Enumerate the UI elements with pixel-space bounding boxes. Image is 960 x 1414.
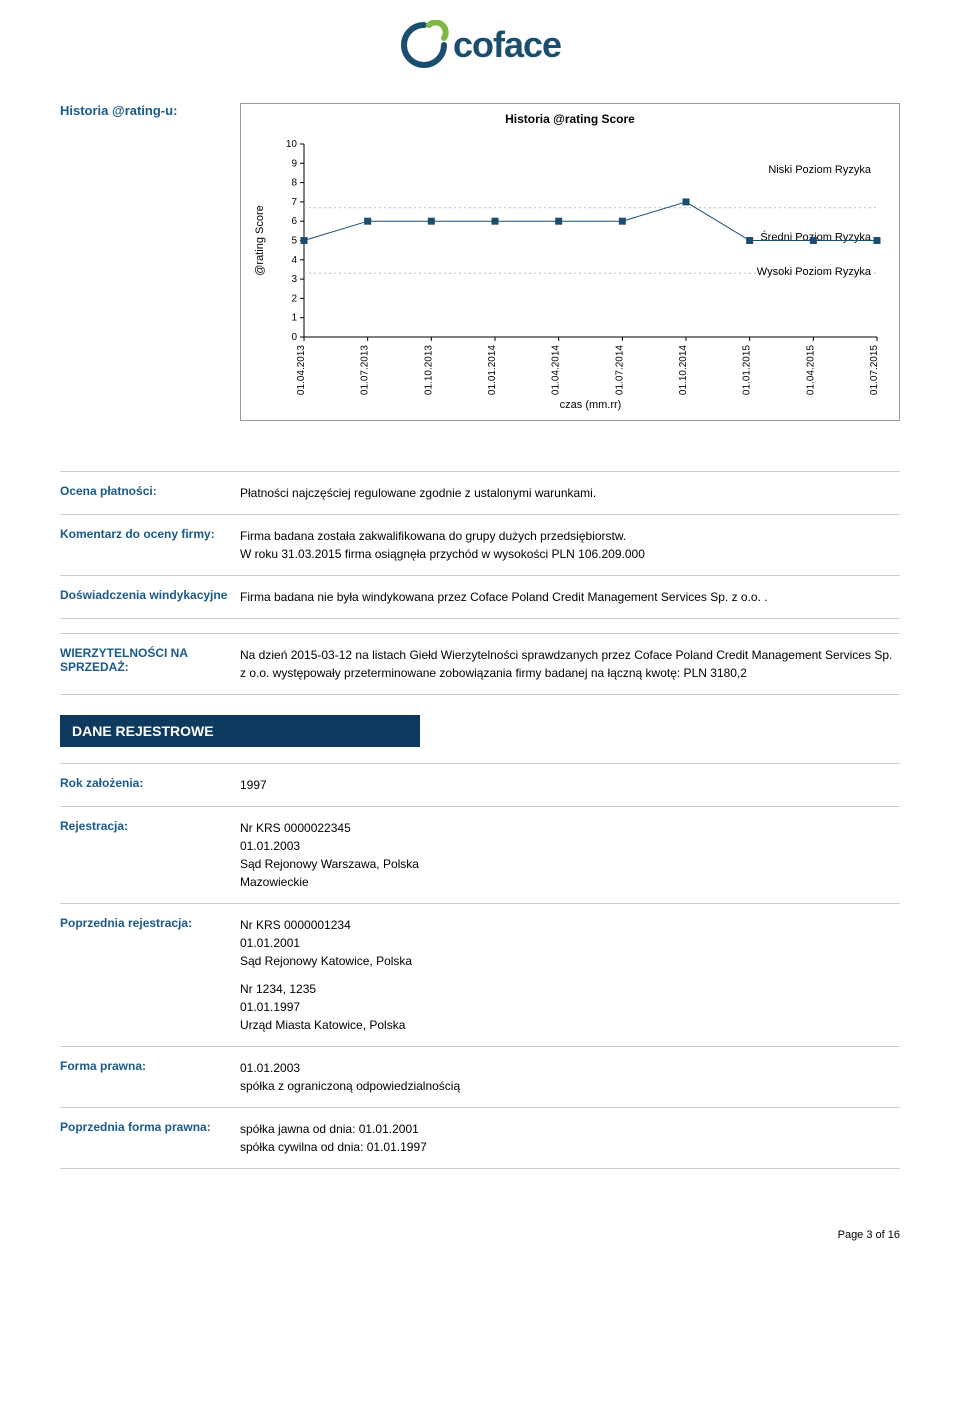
value-prev-legal-form: spółka jawna od dnia: 01.01.2001 spółka … bbox=[240, 1120, 900, 1156]
label-founded: Rok założenia: bbox=[60, 776, 240, 794]
row-receivables: WIERZYTELNOŚCI NA SPRZEDAŻ: Na dzień 201… bbox=[60, 633, 900, 694]
reg-line2: 01.01.2003 bbox=[240, 837, 900, 855]
svg-text:01.04.2014: 01.04.2014 bbox=[551, 345, 562, 395]
value-receivables: Na dzień 2015-03-12 na listach Giełd Wie… bbox=[240, 646, 900, 682]
svg-text:5: 5 bbox=[291, 236, 297, 247]
label-legal-form: Forma prawna: bbox=[60, 1059, 240, 1095]
history-section: Historia @rating-u: Historia @rating Sco… bbox=[60, 103, 900, 451]
label-registration: Rejestracja: bbox=[60, 819, 240, 891]
svg-text:4: 4 bbox=[291, 255, 297, 266]
value-prev-registration: Nr KRS 0000001234 01.01.2001 Sąd Rejonow… bbox=[240, 916, 900, 1034]
label-debt: Doświadczenia windykacyjne bbox=[60, 588, 240, 606]
logo: coface bbox=[60, 20, 900, 73]
svg-text:czas (mm.rr): czas (mm.rr) bbox=[560, 399, 622, 411]
lf-line2: spółka z ograniczoną odpowiedzialnością bbox=[240, 1077, 900, 1095]
row-payment: Ocena płatności: Płatności najczęściej r… bbox=[60, 471, 900, 514]
svg-text:01.04.2013: 01.04.2013 bbox=[296, 345, 307, 395]
prevreg-line2: 01.01.2001 bbox=[240, 934, 900, 952]
row-prev-registration: Poprzednia rejestracja: Nr KRS 000000123… bbox=[60, 903, 900, 1046]
value-registration: Nr KRS 0000022345 01.01.2003 Sąd Rejonow… bbox=[240, 819, 900, 891]
svg-text:01.10.2013: 01.10.2013 bbox=[423, 345, 434, 395]
svg-text:01.07.2015: 01.07.2015 bbox=[869, 345, 880, 395]
chart-title: Historia @rating Score bbox=[249, 112, 891, 126]
prevreg-line6: Urząd Miasta Katowice, Polska bbox=[240, 1016, 900, 1034]
svg-text:10: 10 bbox=[286, 139, 298, 150]
comment-line1: Firma badana została zakwalifikowana do … bbox=[240, 527, 900, 545]
reg-line1: Nr KRS 0000022345 bbox=[240, 819, 900, 837]
history-label: Historia @rating-u: bbox=[60, 103, 240, 441]
row-legal-form: Forma prawna: 01.01.2003 spółka z ograni… bbox=[60, 1046, 900, 1107]
lf-line1: 01.01.2003 bbox=[240, 1059, 900, 1077]
prevreg-line5: 01.01.1997 bbox=[240, 998, 900, 1016]
svg-text:01.07.2013: 01.07.2013 bbox=[360, 345, 371, 395]
svg-text:Wysoki Poziom Ryzyka: Wysoki Poziom Ryzyka bbox=[757, 266, 872, 278]
reg-line3: Sąd Rejonowy Warszawa, Polska bbox=[240, 855, 900, 873]
svg-text:9: 9 bbox=[291, 158, 297, 169]
logo-symbol bbox=[399, 20, 449, 70]
svg-text:01.10.2014: 01.10.2014 bbox=[678, 345, 689, 395]
value-founded: 1997 bbox=[240, 776, 900, 794]
plf-line1: spółka jawna od dnia: 01.01.2001 bbox=[240, 1120, 900, 1138]
value-legal-form: 01.01.2003 spółka z ograniczoną odpowied… bbox=[240, 1059, 900, 1095]
page-number: Page 3 of 16 bbox=[60, 1229, 900, 1241]
prevreg-line3: Sąd Rejonowy Katowice, Polska bbox=[240, 952, 900, 970]
prevreg-line1: Nr KRS 0000001234 bbox=[240, 916, 900, 934]
svg-text:Niski Poziom Ryzyka: Niski Poziom Ryzyka bbox=[768, 164, 872, 176]
label-comment: Komentarz do oceny firmy: bbox=[60, 527, 240, 563]
value-comment: Firma badana została zakwalifikowana do … bbox=[240, 527, 900, 563]
row-debt: Doświadczenia windykacyjne Firma badana … bbox=[60, 575, 900, 618]
svg-text:3: 3 bbox=[291, 274, 297, 285]
rating-chart-container: Historia @rating Score 0 1 2 3 4 5 6 7 8 9 10 @rati… bbox=[240, 103, 900, 421]
value-payment: Płatności najczęściej regulowane zgodnie… bbox=[240, 484, 900, 502]
label-payment: Ocena płatności: bbox=[60, 484, 240, 502]
row-founded: Rok założenia: 1997 bbox=[60, 763, 900, 806]
comment-line2: W roku 31.03.2015 firma osiągnęła przych… bbox=[240, 545, 900, 563]
svg-text:01.01.2014: 01.01.2014 bbox=[487, 345, 498, 395]
value-debt: Firma badana nie była windykowana przez … bbox=[240, 588, 900, 606]
svg-text:01.01.2015: 01.01.2015 bbox=[742, 345, 753, 395]
rating-chart: 0 1 2 3 4 5 6 7 8 9 10 @rating Score 01.04.2013 01.07… bbox=[249, 132, 889, 412]
label-prev-registration: Poprzednia rejestracja: bbox=[60, 916, 240, 1034]
row-prev-legal-form: Poprzednia forma prawna: spółka jawna od… bbox=[60, 1107, 900, 1168]
svg-text:7: 7 bbox=[291, 197, 297, 208]
label-receivables: WIERZYTELNOŚCI NA SPRZEDAŻ: bbox=[60, 646, 240, 682]
registry-header: DANE REJESTROWE bbox=[60, 715, 420, 747]
svg-text:01.04.2015: 01.04.2015 bbox=[805, 345, 816, 395]
row-registration: Rejestracja: Nr KRS 0000022345 01.01.200… bbox=[60, 806, 900, 903]
prevreg-line4: Nr 1234, 1235 bbox=[240, 980, 900, 998]
svg-text:0: 0 bbox=[291, 332, 297, 343]
logo-wrap: coface bbox=[399, 20, 561, 70]
logo-text: coface bbox=[453, 24, 561, 66]
plf-line2: spółka cywilna od dnia: 01.01.1997 bbox=[240, 1138, 900, 1156]
svg-text:01.07.2014: 01.07.2014 bbox=[614, 345, 625, 395]
svg-text:8: 8 bbox=[291, 178, 297, 189]
svg-text:1: 1 bbox=[291, 313, 297, 324]
label-prev-legal-form: Poprzednia forma prawna: bbox=[60, 1120, 240, 1156]
svg-text:@rating Score: @rating Score bbox=[254, 205, 266, 275]
svg-text:6: 6 bbox=[291, 216, 297, 227]
reg-line4: Mazowieckie bbox=[240, 873, 900, 891]
svg-text:2: 2 bbox=[291, 293, 297, 304]
row-comment: Komentarz do oceny firmy: Firma badana z… bbox=[60, 514, 900, 575]
